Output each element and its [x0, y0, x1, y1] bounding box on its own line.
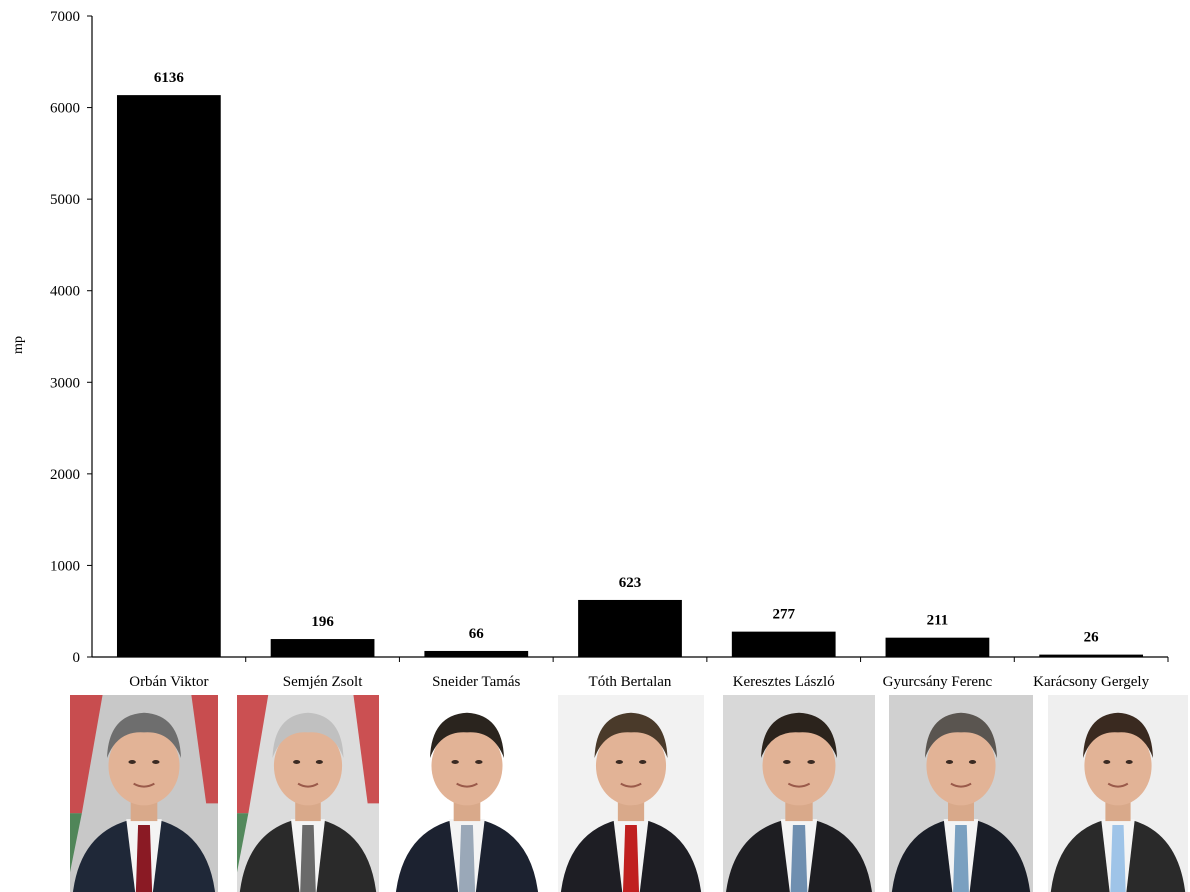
bar: [885, 637, 990, 657]
y-axis-title: mp: [11, 336, 26, 354]
portrait-sneider-tamas: [393, 695, 541, 892]
bar: [731, 631, 836, 657]
portrait-toth-bertalan: [558, 695, 704, 892]
category-label: Gyurcsány Ferenc: [883, 674, 993, 690]
category-label: Karácsony Gergely: [1033, 674, 1149, 690]
bars: 6136 196 66 623 277 211 26: [116, 70, 1144, 657]
data-label: 196: [311, 614, 334, 630]
bar-chart: mp 0 1000 2000 3000 4000 5000 6000 7000 6136 196…: [11, 9, 1169, 690]
bar: [270, 639, 375, 657]
data-label: 277: [772, 607, 795, 623]
data-label: 211: [927, 613, 949, 629]
bar: [1039, 654, 1144, 657]
category-label: Orbán Viktor: [129, 674, 208, 690]
portrait-keresztes-laszlo: [723, 695, 875, 892]
data-label: 66: [469, 626, 485, 642]
category-label: Tóth Bertalan: [589, 674, 672, 690]
category-label: Keresztes László: [733, 674, 835, 690]
y-tick-label: 4000: [50, 284, 80, 300]
bar: [116, 95, 221, 657]
category-label: Sneider Tamás: [432, 674, 520, 690]
data-label: 623: [619, 575, 642, 591]
y-ticks: 0 1000 2000 3000 4000 5000 6000 7000: [50, 9, 92, 666]
y-tick-label: 6000: [50, 101, 80, 117]
y-tick-label: 7000: [50, 9, 80, 25]
bar: [578, 599, 682, 657]
data-label: 6136: [154, 70, 185, 86]
data-label: 26: [1084, 630, 1100, 646]
category-label: Semjén Zsolt: [283, 674, 363, 690]
portrait-orban-viktor: [70, 695, 218, 892]
y-tick-label: 1000: [50, 558, 80, 574]
y-tick-label: 5000: [50, 192, 80, 208]
portrait-semjen-zsolt: [237, 695, 379, 892]
y-tick-label: 2000: [50, 467, 80, 483]
bar: [424, 650, 529, 657]
portrait-karacsony-gergely: [1048, 695, 1188, 892]
category-labels: Orbán Viktor Semjén Zsolt Sneider Tamás Tót…: [129, 657, 1169, 690]
y-tick-label: 3000: [50, 375, 80, 391]
portrait-gyurcsany-ferenc: [889, 695, 1033, 892]
y-tick-label: 0: [73, 650, 81, 666]
